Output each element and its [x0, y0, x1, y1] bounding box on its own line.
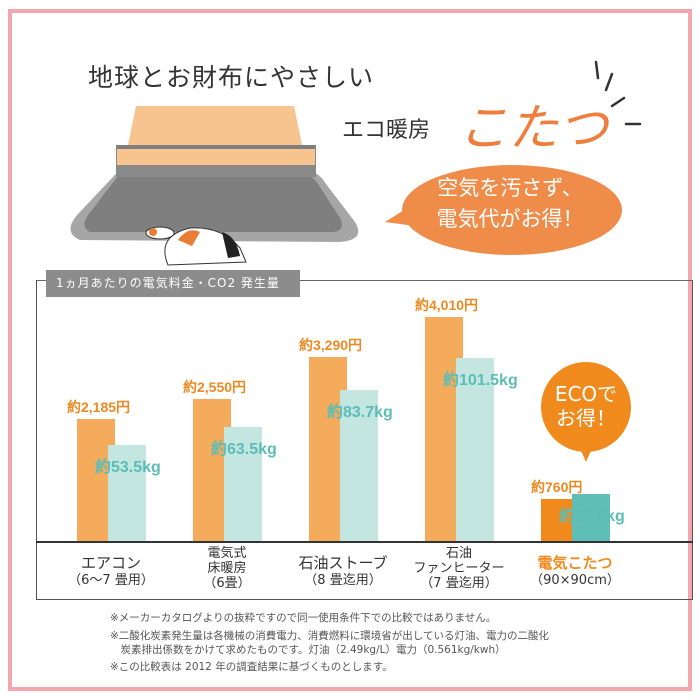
footnote-4: ※この比較表は 2012 年の調査結果に基づくものとします。: [110, 661, 393, 673]
footnote-1: ※メーカーカタログよりの抜粋ですので同一使用条件下での比較ではありません。: [110, 612, 497, 624]
category-label-line: 床暖房: [207, 561, 247, 576]
chart-frame: [36, 280, 693, 600]
co2-bar: [224, 426, 262, 541]
category-label-line: 電気式: [207, 546, 247, 561]
subheadline: エコ暖房: [342, 118, 431, 143]
cost-label: 約760円: [531, 478, 583, 495]
pink-frame: [8, 9, 692, 691]
category-label-line: （8 畳迄用）: [304, 573, 382, 588]
kotatsu-icon: [70, 106, 359, 242]
category-label-line: （90×90cm）: [530, 573, 620, 588]
eco-badge-tail: [579, 446, 593, 462]
co2-label: 約25.9kg: [559, 508, 625, 526]
category-label-line: （6畳）: [203, 576, 251, 591]
speech-bubble-text: 空気を汚さず、 電気代がお得！: [410, 173, 610, 235]
chart-baseline: [36, 541, 693, 543]
category-label-line: 石油: [445, 546, 472, 561]
co2-bar: [108, 444, 146, 541]
chart-title: 1ヵ月あたりの電気料金・CO2 発生量: [46, 270, 300, 297]
category-label-line: 電気こたつ: [537, 554, 613, 572]
category-label: 石油ストーブ （8 畳迄用）: [288, 553, 398, 588]
category-label: 電気こたつ （90×90cm）: [520, 553, 630, 588]
speech-bubble-icon: [385, 165, 622, 255]
cost-label: 約2,185円: [67, 398, 131, 415]
co2-label: 約53.5kg: [95, 458, 161, 476]
eco-badge-line-2: お得！: [556, 406, 616, 430]
category-label-line: 石油ストーブ: [298, 554, 388, 572]
category-label: 電気式 床暖房 （6畳）: [172, 546, 282, 591]
co2-bar: [456, 358, 494, 541]
category-label-line: （7 畳迄用）: [420, 576, 498, 591]
illustration: [70, 60, 642, 266]
cost-label: 約2,550円: [183, 378, 247, 395]
cost-label: 約3,290円: [299, 337, 363, 354]
cost-label: 約4,010円: [415, 297, 479, 313]
category-label: 石油 ファンヒーター （7 畳迄用）: [404, 546, 514, 591]
footnote-2: ※二酸化炭素発生量は各機械の消費電力、消費燃料に環境省が出している灯油、電力の二…: [110, 630, 549, 642]
footnote-3: 炭素排出係数をかけて求めたものです。灯油（2.49kg/L）電力（0.561kg…: [110, 644, 506, 656]
category-label: エアコン （6～7 畳用）: [56, 553, 166, 588]
co2-label: 約83.7kg: [327, 404, 393, 422]
co2-bar: [572, 494, 610, 541]
cat-icon: [145, 226, 247, 266]
category-label-line: （6～7 畳用）: [68, 573, 154, 588]
bubble-line-1: 空気を汚さず、: [437, 176, 583, 200]
eco-badge: ECOで お得！: [541, 362, 631, 452]
sparkle-icon: [594, 60, 642, 126]
bubble-line-2: 電気代がお得！: [436, 207, 584, 231]
category-label-line: エアコン: [80, 554, 141, 572]
category-label-line: ファンヒーター: [413, 561, 505, 576]
headline: 地球とお財布にやさしい: [88, 63, 375, 92]
co2-bar: [340, 390, 378, 541]
co2-label: 約63.5kg: [211, 440, 277, 458]
eco-badge-line-1: ECOで: [554, 382, 618, 406]
co2-label: 約101.5kg: [443, 372, 518, 389]
headline-highlight: こたつ: [458, 99, 608, 157]
